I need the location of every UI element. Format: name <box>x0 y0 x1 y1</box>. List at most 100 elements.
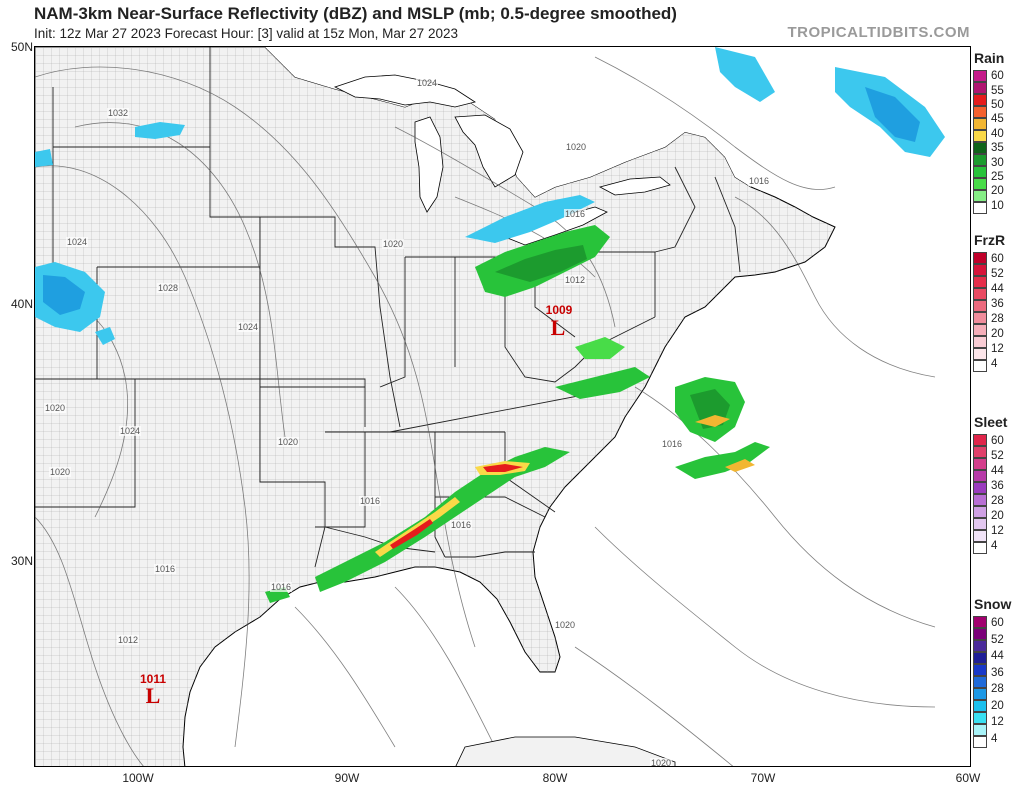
legend-color-swatch <box>973 494 987 506</box>
legend-color-swatch <box>973 190 987 202</box>
legend-tick-label: 45 <box>991 113 1004 126</box>
isobar-label: 1020 <box>48 467 72 477</box>
lat-label-30n: 30N <box>10 554 33 568</box>
legend-tick-label: 52 <box>991 267 1004 280</box>
snow-precip <box>35 47 945 345</box>
legend-color-swatch <box>973 640 987 652</box>
legend-color-swatch <box>973 676 987 688</box>
lon-label-80w: 80W <box>542 771 568 785</box>
low-pressure-value: 1011 <box>139 672 167 686</box>
legend-tick-label: 20 <box>991 699 1004 712</box>
legend-tick-label: 30 <box>991 156 1004 169</box>
legend-color-swatch <box>973 82 987 94</box>
legend-color-swatch <box>973 178 987 190</box>
isobar-label: 1024 <box>118 426 142 436</box>
isobar-label: 1016 <box>153 564 177 574</box>
isobar-label: 1028 <box>156 283 180 293</box>
legend-color-swatch <box>973 166 987 178</box>
isobar-label: 1020 <box>649 758 673 767</box>
legend-color-swatch <box>973 688 987 700</box>
lon-label-70w: 70W <box>750 771 776 785</box>
site-credit: TROPICALTIDBITS.COM <box>787 24 970 41</box>
isobar-label: 1020 <box>43 403 67 413</box>
legend-tick-label: 4 <box>991 357 998 370</box>
legend-color-swatch <box>973 664 987 676</box>
legend-tick-label: 60 <box>991 70 1004 83</box>
weather-map: 1032 1024 1020 1016 1012 1028 1024 1020 … <box>34 46 971 767</box>
legend-color-swatch <box>973 348 987 360</box>
lon-label-60w: 60W <box>955 771 981 785</box>
legend-tick-label: 25 <box>991 171 1004 183</box>
legend-tick-label: 40 <box>991 127 1004 140</box>
legend-color-swatch <box>973 518 987 530</box>
isobar-label: 1016 <box>269 582 293 592</box>
isobar-label: 1016 <box>660 439 684 449</box>
legend-tick-label: 52 <box>991 449 1004 462</box>
isobar-label: 1020 <box>381 239 405 249</box>
isobar-label: 1020 <box>564 142 588 152</box>
legend-tick-label: 44 <box>991 464 1004 477</box>
legend-tick-label: 36 <box>991 666 1004 679</box>
isobar-label: 1012 <box>563 275 587 285</box>
legend-color-swatch <box>973 616 987 628</box>
legend-color-swatch <box>973 324 987 336</box>
lat-label-40n: 40N <box>10 297 33 311</box>
legend-color-swatch <box>973 482 987 494</box>
legend-color-swatch <box>973 312 987 324</box>
isobar-label: 1016 <box>747 176 771 186</box>
legend-tick-label: 20 <box>991 185 1004 198</box>
legend-color-swatch <box>973 130 987 142</box>
map-canvas <box>35 47 945 766</box>
canada-region <box>35 47 751 197</box>
isobar-label: 1016 <box>449 520 473 530</box>
legend-color-swatch <box>973 434 987 446</box>
legend-title: Rain <box>974 50 1005 66</box>
lake-ontario <box>598 176 671 196</box>
legend-color-swatch <box>973 360 987 372</box>
low-pressure-symbol: L <box>550 315 566 340</box>
map-title: NAM-3km Near-Surface Reflectivity (dBZ) … <box>34 4 677 23</box>
lake-huron <box>454 114 524 188</box>
legend-tick-label: 4 <box>991 732 998 745</box>
legend-color-swatch <box>973 712 987 724</box>
legend-color-swatch <box>973 300 987 312</box>
legend-freezing-rain: FrzR 60 52 44 36 28 20 12 4 <box>971 232 1024 402</box>
lat-label-50n: 50N <box>10 40 33 54</box>
legend-tick-label: 60 <box>991 617 1004 630</box>
lake-superior <box>333 74 476 108</box>
low-pressure-symbol: L <box>145 683 161 708</box>
isobar-label: 1024 <box>65 237 89 247</box>
legend-tick-label: 20 <box>991 509 1004 522</box>
isobar-label: 1024 <box>415 78 439 88</box>
low-pressure-value: 1009 <box>545 303 573 317</box>
legend-color-swatch <box>973 264 987 276</box>
legend-tick-label: 4 <box>991 539 998 552</box>
isobar-label: 1024 <box>236 322 260 332</box>
legend-snow: Snow 60 52 44 36 28 20 12 4 <box>971 596 1024 771</box>
legend-tick-label: 12 <box>991 342 1004 355</box>
legend-tick-label: 44 <box>991 650 1004 663</box>
isobar-label: 1016 <box>563 209 587 219</box>
legend-color-swatch <box>973 288 987 300</box>
legend-color-swatch <box>973 106 987 118</box>
legend-tick-label: 35 <box>991 142 1004 155</box>
legend-color-swatch <box>973 542 987 554</box>
legend-tick-label: 10 <box>991 199 1004 212</box>
legend-rain: Rain 60 55 50 45 40 35 30 25 20 10 <box>971 50 1024 220</box>
legend-tick-label: 36 <box>991 479 1004 492</box>
legend-tick-label: 60 <box>991 434 1004 447</box>
legend-color-swatch <box>973 446 987 458</box>
legend-tick-label: 52 <box>991 633 1004 646</box>
legend-tick-label: 36 <box>991 297 1004 310</box>
isobar-label: 1020 <box>276 437 300 447</box>
legend-color-swatch <box>973 628 987 640</box>
legend-color-swatch <box>973 252 987 264</box>
legend-color-swatch <box>973 70 987 82</box>
legend-color-swatch <box>973 154 987 166</box>
isobar-label: 1016 <box>358 496 382 506</box>
legend-color-swatch <box>973 202 987 214</box>
isobar-label: 1032 <box>106 108 130 118</box>
legend-tick-label: 28 <box>991 312 1004 325</box>
legend-color-swatch <box>973 142 987 154</box>
legend-sleet: Sleet 60 52 44 36 28 20 12 4 <box>971 414 1024 584</box>
